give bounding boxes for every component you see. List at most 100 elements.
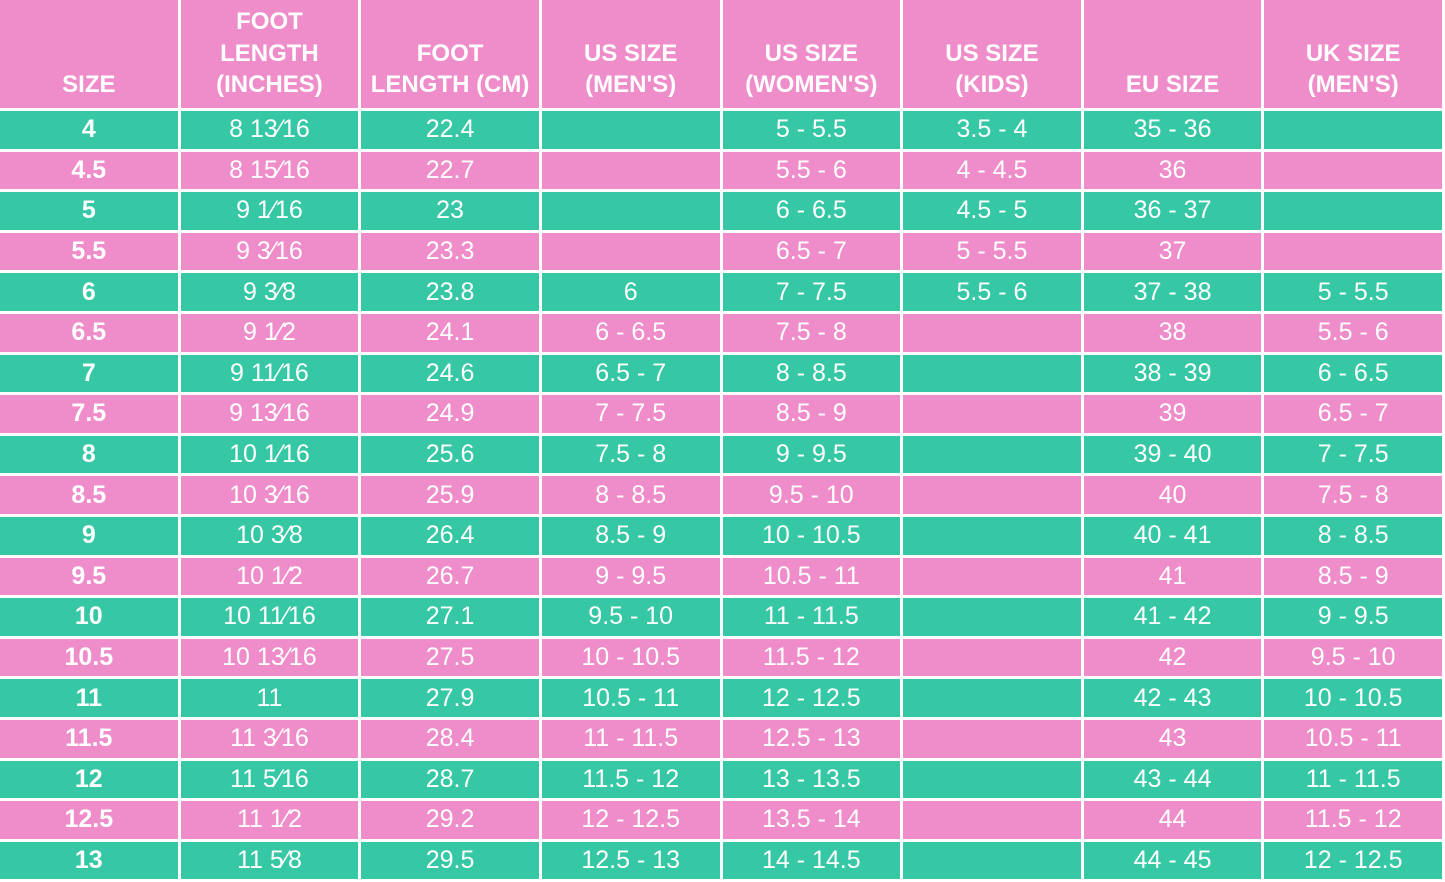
table-row: 9 10 3⁄8 26.4 8.5 - 9 10 - 10.5 40 - 41 8 - 8.…: [0, 516, 1442, 555]
table-cell-us-size-womens: 11.5 - 12: [722, 638, 901, 677]
table-cell-uk-size-mens: 11.5 - 12: [1264, 801, 1442, 839]
table-cell-uk-size-mens: 7.5 - 8: [1264, 476, 1442, 514]
table-cell-foot-length-cm: 24.6: [361, 354, 539, 393]
table-cell-size: 13: [0, 841, 178, 880]
table-cell-eu-size: 41 - 42: [1083, 598, 1262, 636]
table-cell-us-size-kids: [903, 354, 1081, 393]
table-row: 8.5 10 3⁄16 25.9 8 - 8.5 9.5 - 10 40 7.5 - 8: [0, 476, 1442, 514]
table-row: 10.5 10 13⁄16 27.5 10 - 10.5 11.5 - 12 42 9.5 …: [0, 638, 1442, 677]
table-cell-eu-size: 38: [1083, 313, 1262, 352]
table-cell-eu-size: 36: [1083, 151, 1262, 190]
table-cell-us-size-mens: 9 - 9.5: [541, 557, 720, 596]
table-cell-eu-size: 39: [1083, 395, 1262, 433]
table-cell-foot-length-inches: 10 1⁄2: [180, 557, 359, 596]
table-cell-foot-length-cm: 22.4: [361, 111, 539, 149]
table-cell-us-size-mens: 6.5 - 7: [541, 354, 720, 393]
table-cell-us-size-womens: 14 - 14.5: [722, 841, 901, 880]
table-cell-size: 9.5: [0, 557, 178, 596]
table-cell-foot-length-inches: 11 3⁄16: [180, 719, 359, 758]
table-cell-uk-size-mens: 6 - 6.5: [1264, 354, 1442, 393]
table-cell-us-size-mens: [541, 151, 720, 190]
table-cell-size: 5.5: [0, 232, 178, 271]
table-cell-foot-length-cm: 26.7: [361, 557, 539, 596]
column-header-us-size-kids: US SIZE (KIDS): [903, 0, 1081, 108]
table-cell-us-size-mens: [541, 111, 720, 149]
table-cell-us-size-womens: 8 - 8.5: [722, 354, 901, 393]
table-cell-us-size-mens: 6 - 6.5: [541, 313, 720, 352]
table-cell-size: 12.5: [0, 801, 178, 839]
table-cell-foot-length-inches: 9 11⁄16: [180, 354, 359, 393]
table-cell-us-size-kids: [903, 841, 1081, 880]
table-cell-foot-length-cm: 28.7: [361, 760, 539, 799]
table-cell-us-size-womens: 13.5 - 14: [722, 801, 901, 839]
table-cell-foot-length-inches: 9 3⁄16: [180, 232, 359, 271]
table-cell-eu-size: 44 - 45: [1083, 841, 1262, 880]
table-cell-uk-size-mens: 10.5 - 11: [1264, 719, 1442, 758]
table-cell-size: 11.5: [0, 719, 178, 758]
table-cell-us-size-womens: 10.5 - 11: [722, 557, 901, 596]
table-row: 12.5 11 1⁄2 29.2 12 - 12.5 13.5 - 14 44 11.5 -…: [0, 801, 1442, 839]
table-cell-us-size-kids: 5 - 5.5: [903, 232, 1081, 271]
table-cell-eu-size: 37: [1083, 232, 1262, 271]
table-cell-size: 6: [0, 273, 178, 311]
table-cell-us-size-mens: 10.5 - 11: [541, 679, 720, 717]
table-cell-foot-length-cm: 29.5: [361, 841, 539, 880]
column-header-size: SIZE: [0, 0, 178, 108]
table-cell-eu-size: 41: [1083, 557, 1262, 596]
table-cell-us-size-womens: 9 - 9.5: [722, 435, 901, 474]
table-cell-eu-size: 44: [1083, 801, 1262, 839]
table-cell-uk-size-mens: [1264, 232, 1442, 271]
table-cell-foot-length-cm: 24.9: [361, 395, 539, 433]
table-cell-uk-size-mens: 5 - 5.5: [1264, 273, 1442, 311]
table-cell-us-size-kids: [903, 760, 1081, 799]
table-cell-foot-length-inches: 9 1⁄16: [180, 192, 359, 230]
table-cell-us-size-womens: 13 - 13.5: [722, 760, 901, 799]
table-row: 11.5 11 3⁄16 28.4 11 - 11.5 12.5 - 13 43 10.5 …: [0, 719, 1442, 758]
table-cell-us-size-womens: 8.5 - 9: [722, 395, 901, 433]
table-cell-uk-size-mens: 5.5 - 6: [1264, 313, 1442, 352]
table-cell-us-size-kids: 4 - 4.5: [903, 151, 1081, 190]
table-cell-us-size-kids: 5.5 - 6: [903, 273, 1081, 311]
table-row: 10 10 11⁄16 27.1 9.5 - 10 11 - 11.5 41 - 42 9 …: [0, 598, 1442, 636]
table-cell-us-size-mens: 12 - 12.5: [541, 801, 720, 839]
table-cell-eu-size: 35 - 36: [1083, 111, 1262, 149]
table-cell-us-size-kids: [903, 395, 1081, 433]
table-cell-us-size-kids: [903, 719, 1081, 758]
table-row: 6.5 9 1⁄2 24.1 6 - 6.5 7.5 - 8 38 5.5 - 6: [0, 313, 1442, 352]
table-cell-us-size-womens: 6.5 - 7: [722, 232, 901, 271]
table-cell-foot-length-cm: 23.3: [361, 232, 539, 271]
table-cell-eu-size: 39 - 40: [1083, 435, 1262, 474]
table-cell-foot-length-inches: 10 3⁄8: [180, 516, 359, 555]
table-cell-size: 6.5: [0, 313, 178, 352]
table-cell-eu-size: 43: [1083, 719, 1262, 758]
table-cell-us-size-womens: 7 - 7.5: [722, 273, 901, 311]
table-cell-foot-length-inches: 10 1⁄16: [180, 435, 359, 474]
table-cell-foot-length-inches: 9 13⁄16: [180, 395, 359, 433]
table-cell-us-size-mens: 11.5 - 12: [541, 760, 720, 799]
table-cell-us-size-womens: 5.5 - 6: [722, 151, 901, 190]
table-cell-foot-length-inches: 11 5⁄8: [180, 841, 359, 880]
table-cell-foot-length-cm: 27.1: [361, 598, 539, 636]
table-cell-us-size-womens: 11 - 11.5: [722, 598, 901, 636]
column-header-us-size-mens: US SIZE (MEN'S): [541, 0, 720, 108]
table-cell-us-size-kids: [903, 476, 1081, 514]
table-cell-eu-size: 40 - 41: [1083, 516, 1262, 555]
table-cell-foot-length-cm: 29.2: [361, 801, 539, 839]
table-cell-us-size-kids: [903, 435, 1081, 474]
table-cell-foot-length-cm: 26.4: [361, 516, 539, 555]
table-cell-us-size-mens: 7.5 - 8: [541, 435, 720, 474]
table-cell-eu-size: 37 - 38: [1083, 273, 1262, 311]
table-cell-us-size-mens: [541, 232, 720, 271]
table-cell-foot-length-inches: 11 5⁄16: [180, 760, 359, 799]
table-cell-uk-size-mens: [1264, 151, 1442, 190]
table-row: 12 11 5⁄16 28.7 11.5 - 12 13 - 13.5 43 - 44 11…: [0, 760, 1442, 799]
